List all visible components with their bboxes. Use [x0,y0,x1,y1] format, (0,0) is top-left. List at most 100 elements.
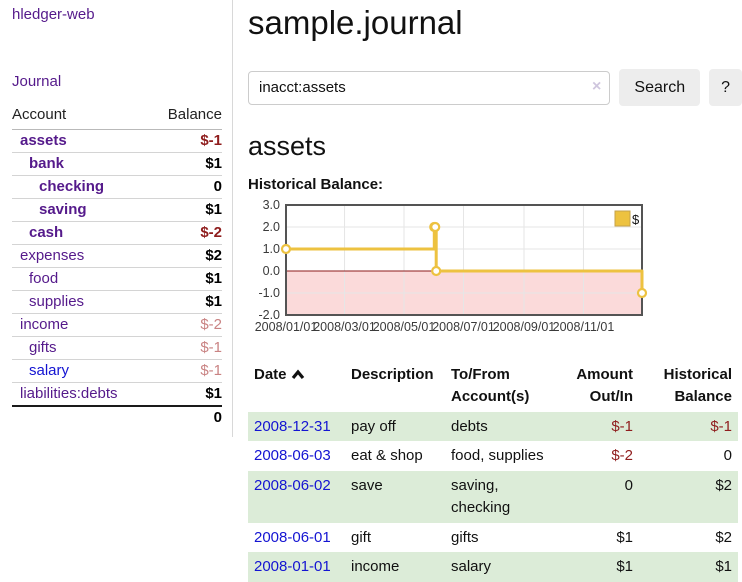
transaction-accounts: salary [451,558,492,576]
transactions-table: Date Description To/From Account(s) Amou… [248,360,738,582]
sidebar-account-link[interactable]: cash [29,224,64,241]
sidebar-account-link[interactable]: liabilities:debts [20,385,118,402]
sidebar-account-link[interactable]: checking [39,178,105,195]
transaction-accounts: debts [451,417,488,435]
main-content: sample.journal × Search ? assets Histori… [248,0,742,582]
sidebar-account-balance: $-1 [150,359,222,383]
sidebar-account-row: income $-2 [12,313,222,337]
transaction-description: save [351,477,383,494]
transaction-date-link[interactable]: 2008-06-01 [254,528,331,546]
column-header-balance: Historical Balance [663,366,732,405]
transaction-description: income [351,558,400,576]
transaction-balance: $2 [715,477,732,494]
sidebar-account-row: bank $1 [12,152,222,176]
search-input[interactable] [248,70,611,105]
transaction-amount: 0 [624,477,633,494]
transaction-accounts: food, supplies [451,447,544,465]
transaction-description: eat & shop [351,447,423,465]
chart-title: Historical Balance: [248,176,384,193]
chart-data-point [280,243,292,255]
sidebar-account-link[interactable]: income [20,316,69,333]
account-column-header: Account [12,104,151,130]
chart-data-point [636,287,648,299]
transaction-row: 2008-12-31 pay off debts $-1 $-1 [248,411,738,442]
transaction-description: pay off [351,417,396,435]
brand-link[interactable]: hledger-web [12,6,95,23]
chart-data-point [430,221,441,233]
help-button[interactable]: ? [709,69,742,106]
sidebar-account-balance: $-1 [200,132,222,149]
transaction-row: 2008-06-03 eat & shop food, supplies $-2 0 [248,441,738,471]
search-button[interactable]: Search [619,69,701,106]
balance-table-header-row: Account Balance [12,104,222,130]
sidebar-account-link[interactable]: supplies [29,293,85,310]
sidebar-account-balance: 0 [150,175,222,199]
chart-canvas: $3.0 2.0 1.0 0.0 -1.0 -2.02008/01/012008/03/0… [255,198,648,334]
x-axis-tick-label: 2008/05/01 [373,320,436,334]
sidebar-account-balance: $1 [150,152,222,176]
sidebar-account-link[interactable]: food [29,270,59,287]
transaction-accounts: gifts [451,528,479,546]
sidebar-account-row: assets $-1 [12,130,222,153]
sidebar-account-balance: $1 [150,267,222,291]
balance-column-header: Balance [150,104,222,130]
y-axis-tick-label: 0.0 [263,264,280,278]
balance-total-value: 0 [150,405,222,429]
transaction-amount: $-1 [611,417,633,435]
sidebar-account-link[interactable]: expenses [20,247,85,264]
transaction-row: 2008-06-01 gift gifts $1 $2 [248,523,738,553]
column-header-accounts: To/From Account(s) [451,366,530,405]
sidebar-account-link[interactable]: salary [29,362,70,379]
y-axis-tick-label: 3.0 [263,199,280,212]
y-axis-tick-label: -1.0 [258,286,280,300]
sidebar-account-balance: $1 [150,198,222,222]
x-axis-tick-label: 2008/03/01 [313,320,376,334]
sidebar-account-balance: $-2 [150,313,222,337]
transaction-row: 2008-06-02 save saving, checking 0 $2 [248,471,738,523]
transaction-date-link[interactable]: 2008-12-31 [254,417,331,435]
x-axis-tick-label: 2008/09/01 [493,320,556,334]
y-axis-tick-label: 2.0 [263,220,280,234]
y-axis-tick-label: -2.0 [258,308,280,322]
column-header-description: Description [351,366,434,383]
column-header-date[interactable]: Date [248,360,345,412]
transaction-balance: $-1 [710,417,732,435]
chart-data-point [431,265,442,277]
sidebar-account-row: salary $-1 [12,359,222,383]
x-axis-tick-label: 2008/01/01 [255,320,318,334]
transaction-balance: 0 [723,447,732,465]
sidebar-account-link[interactable]: saving [39,201,87,218]
sidebar-account-row: gifts $-1 [12,336,222,360]
legend-label: $ [632,212,640,227]
transaction-date-link[interactable]: 2008-01-01 [254,558,331,576]
legend-swatch [614,210,631,227]
historical-balance-chart: $3.0 2.0 1.0 0.0 -1.0 -2.0 2008/01/01 2008/03/0… [248,198,648,341]
sidebar-item-journal[interactable]: Journal [12,73,62,90]
transaction-amount: $1 [616,528,633,546]
transaction-amount: $-2 [611,447,633,465]
sidebar-account-balance: $1 [150,382,222,406]
transaction-balance: $2 [715,528,732,546]
transaction-accounts: saving, checking [451,477,511,516]
account-heading: assets [248,131,327,161]
transactions-header-row: Date Description To/From Account(s) Amou… [248,360,738,412]
sidebar-account-link[interactable]: gifts [29,339,57,356]
transaction-row: 2008-01-01 income salary $1 $1 [248,552,738,582]
sidebar-account-row: checking 0 [12,175,222,199]
sidebar-account-row: saving $1 [12,198,222,222]
transaction-date-link[interactable]: 2008-06-02 [254,477,331,494]
sidebar-account-row: liabilities:debts $1 [12,382,222,406]
transaction-date-link[interactable]: 2008-06-03 [254,447,331,465]
search-form: × Search ? [248,69,742,106]
y-axis-tick-label: 1.0 [263,242,280,256]
sidebar-account-link[interactable]: bank [29,155,65,172]
x-axis-tick-label: 2008/07/01 [432,320,495,334]
sidebar-account-link[interactable]: assets [20,132,67,149]
sidebar-account-balance: $2 [150,244,222,268]
clear-search-icon[interactable]: × [592,77,602,95]
sidebar-account-row: expenses $2 [12,244,222,268]
sidebar-account-row: cash $-2 [12,221,222,245]
sidebar-account-row: food $1 [12,267,222,291]
sidebar-account-row: supplies $1 [12,290,222,314]
column-header-amount: Amount Out/In [576,366,633,405]
